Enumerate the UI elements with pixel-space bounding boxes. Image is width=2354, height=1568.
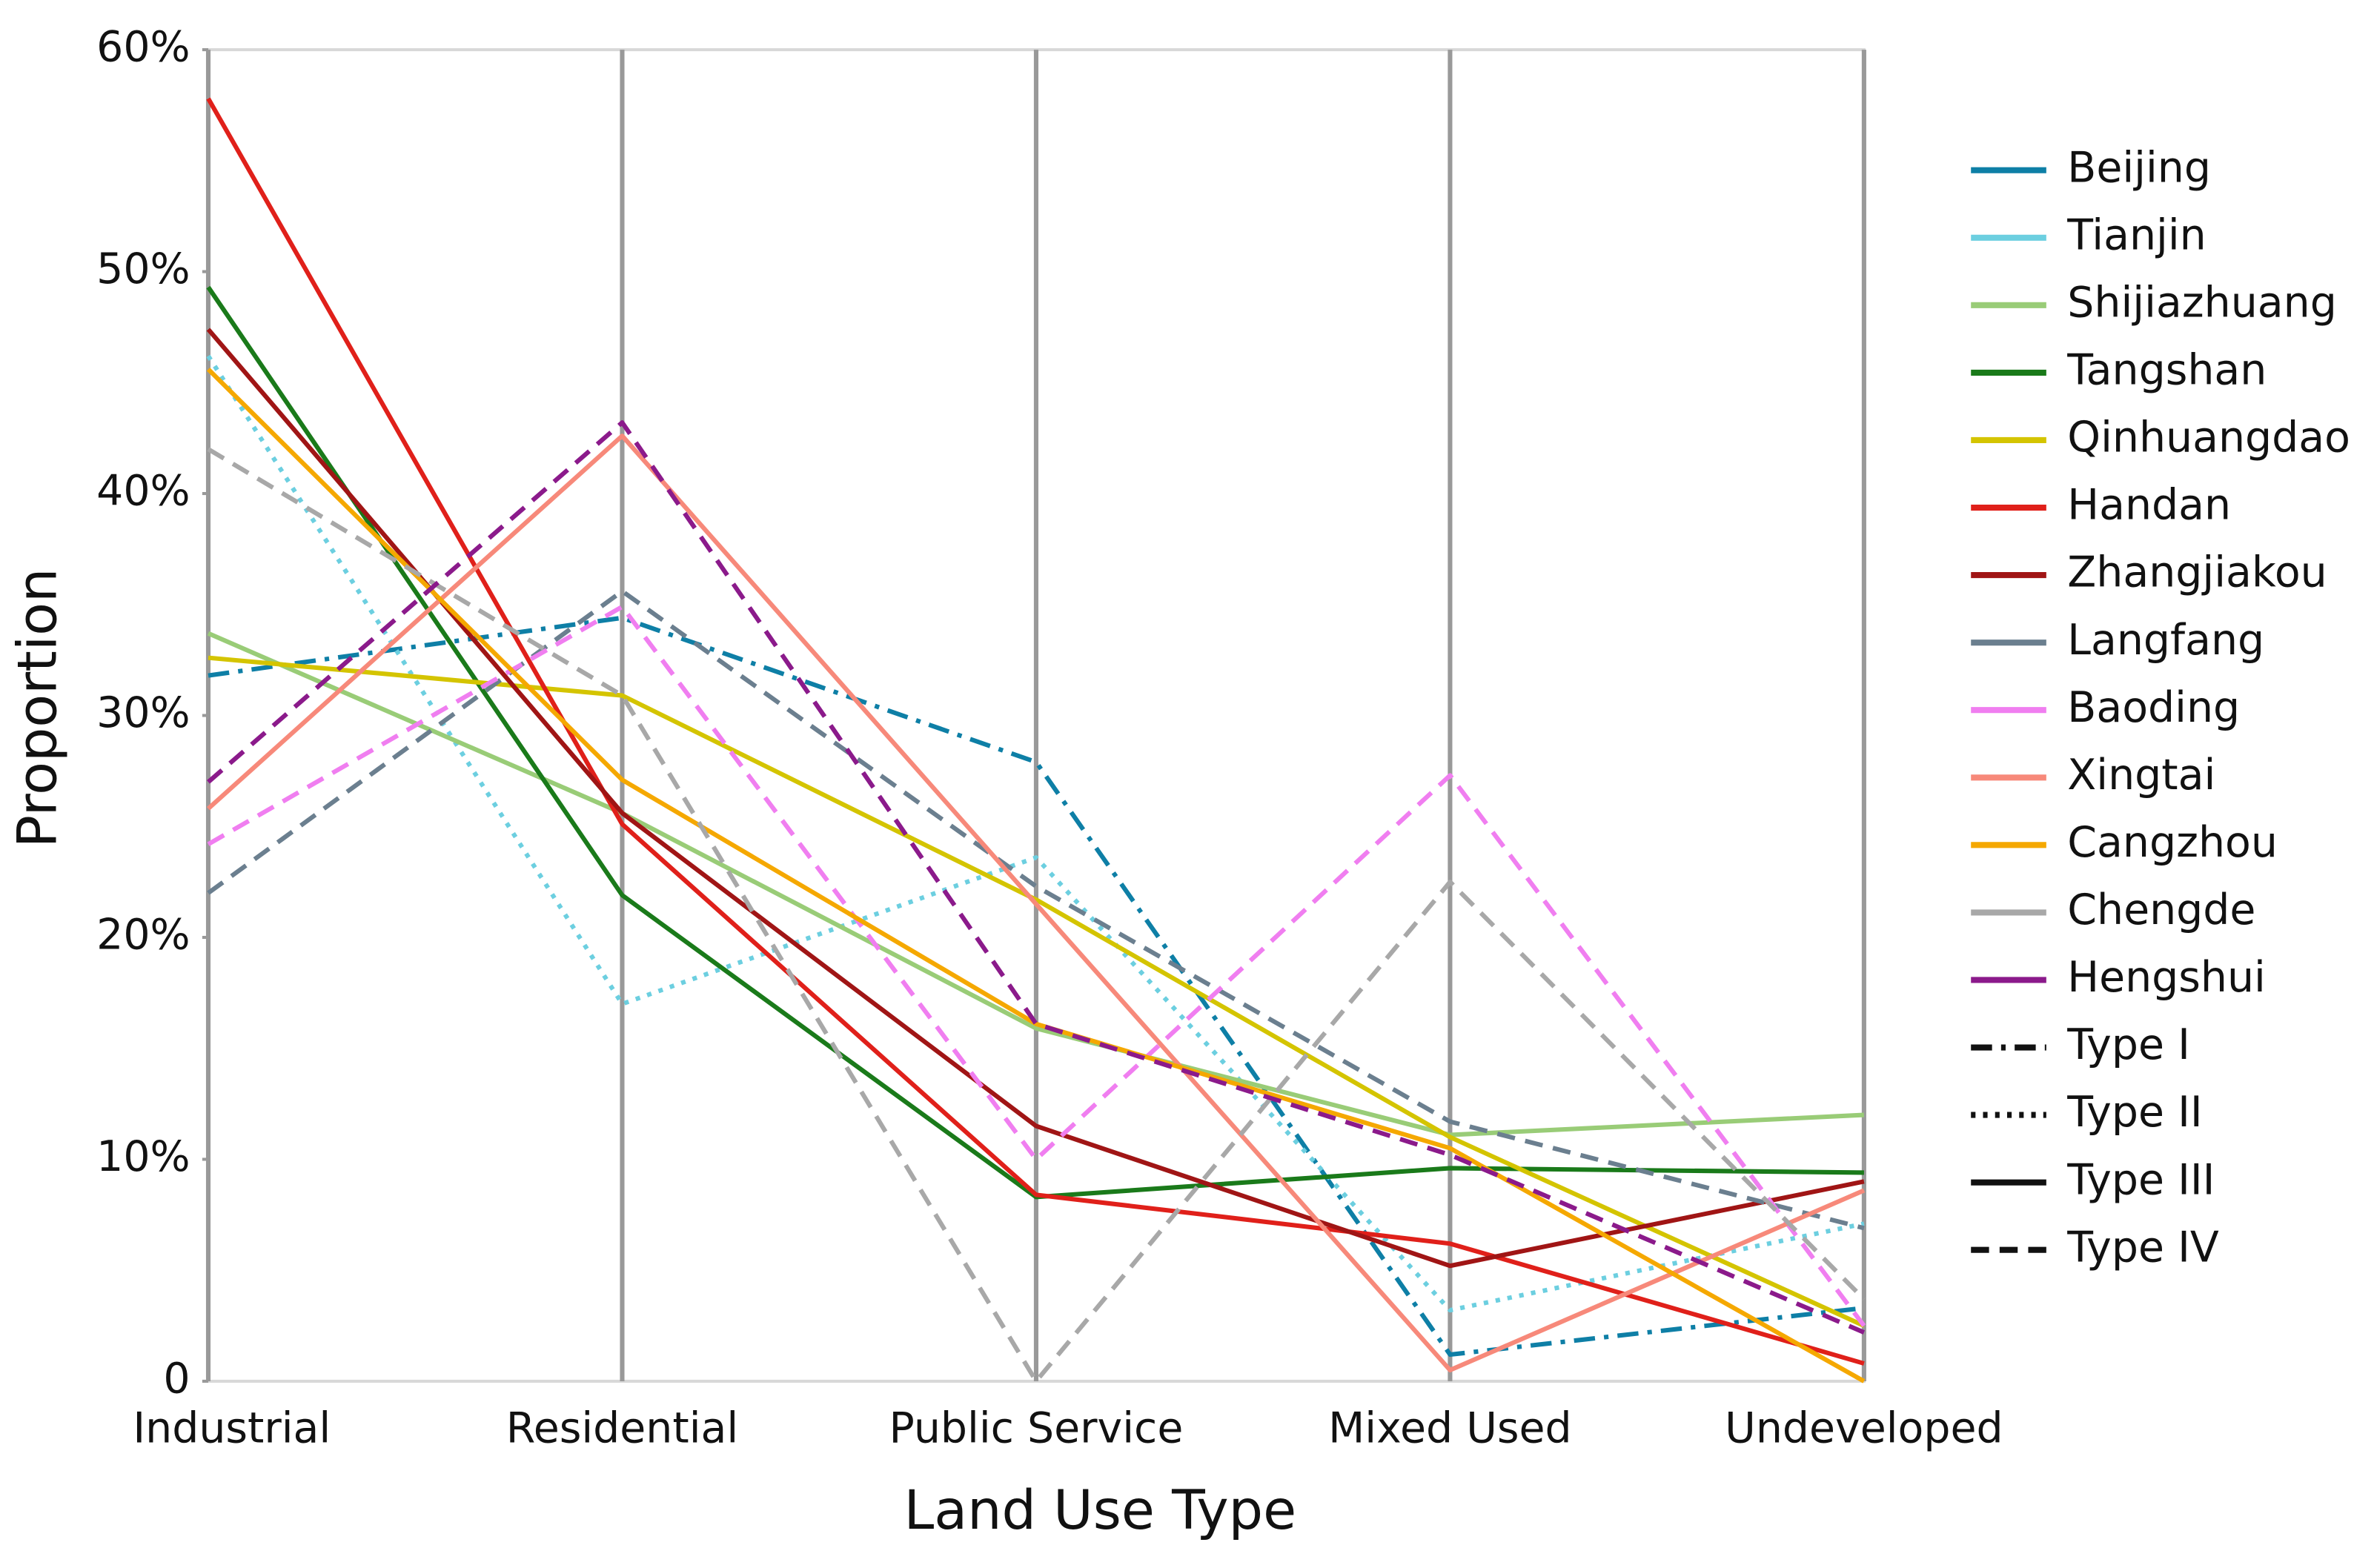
y-tick-label: 0 <box>163 1355 190 1403</box>
legend-label: Cangzhou <box>2067 818 2278 867</box>
series-line <box>207 447 1866 1383</box>
y-tick-label: 60% <box>96 23 190 72</box>
legend-label: Xingtai <box>2067 751 2215 800</box>
legend-label: Beijing <box>2067 143 2211 192</box>
legend-label: Zhangjiakou <box>2067 548 2327 597</box>
series-line <box>208 615 1865 1358</box>
legend-label: Type III <box>2066 1155 2215 1204</box>
legend-label: Hengshui <box>2067 953 2266 1002</box>
legend-label: Chengde <box>2067 886 2255 934</box>
y-axis-title: Proportion <box>6 568 69 848</box>
series-line <box>207 604 1866 1327</box>
legend-label: Tangshan <box>2066 346 2267 395</box>
series-line <box>206 328 1865 1269</box>
legend-label: Handan <box>2067 481 2231 530</box>
y-tick-label: 30% <box>96 688 190 737</box>
legend-label: Qinhuangdao <box>2067 413 2350 462</box>
legend-label: Type I <box>2066 1020 2190 1069</box>
series-line <box>206 97 1865 1366</box>
y-tick-label: 50% <box>96 245 190 293</box>
x-tick-label: Public Service <box>889 1404 1184 1453</box>
x-axis-title: Land Use Type <box>904 1479 1297 1542</box>
series-line <box>206 433 1866 1373</box>
legend-label: Langfang <box>2067 616 2264 665</box>
y-tick-label: 10% <box>96 1132 190 1181</box>
series-line <box>207 631 1865 1137</box>
x-tick-label: Mixed Used <box>1328 1404 1572 1453</box>
legend-label: Type II <box>2066 1088 2202 1137</box>
series-line <box>206 420 1866 1335</box>
legend-label: Shijiazhuang <box>2067 278 2337 327</box>
x-tick-label: Residential <box>506 1404 738 1453</box>
series-line <box>208 655 1866 1328</box>
x-tick-label: Industrial <box>133 1404 331 1453</box>
y-tick-label: 20% <box>96 911 190 960</box>
x-tick-label: Undeveloped <box>1725 1404 2003 1453</box>
legend-label: Type IV <box>2066 1223 2219 1272</box>
series-line <box>206 354 1865 1313</box>
y-tick-label: 40% <box>96 467 190 516</box>
legend-label: Tianjin <box>2066 210 2206 259</box>
legend-label: Baoding <box>2067 683 2240 732</box>
series-line <box>207 588 1865 1231</box>
series-line <box>206 368 1866 1383</box>
